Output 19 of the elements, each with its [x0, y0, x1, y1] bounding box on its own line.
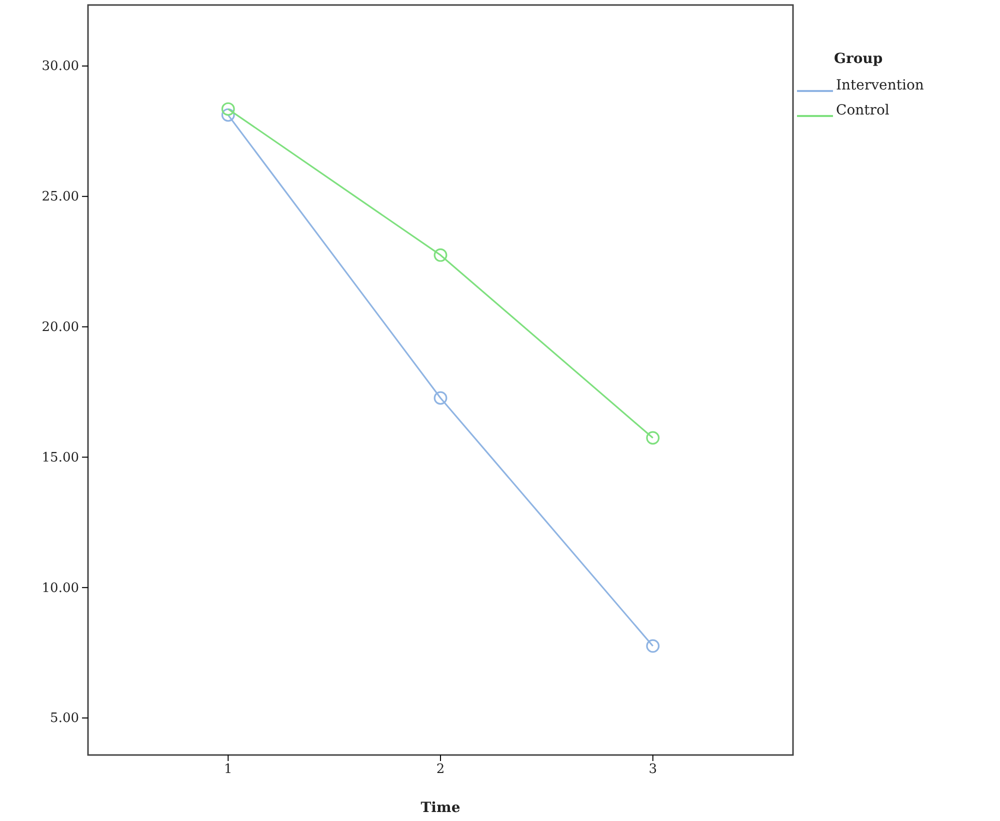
y-tick-label: 15.00 — [42, 450, 79, 466]
y-tick-label: 10.00 — [42, 580, 79, 596]
x-tick-label: 1 — [224, 762, 232, 778]
x-tick-label: 2 — [436, 762, 445, 778]
y-tick-label: 30.00 — [42, 59, 79, 74]
point — [434, 391, 448, 405]
legend-label: Intervention — [836, 78, 924, 94]
x-tick-label: 3 — [648, 762, 657, 778]
x-axis-title: Time — [420, 800, 460, 816]
point — [646, 639, 660, 653]
legend-title: Group — [834, 51, 883, 67]
point — [646, 431, 660, 445]
y-tick-label: 20.00 — [42, 320, 79, 335]
y-tick-label: 5.00 — [50, 711, 79, 726]
legend-label: Control — [836, 102, 890, 119]
y-tick-label: 25.00 — [42, 190, 79, 205]
point — [221, 108, 235, 122]
point — [434, 248, 448, 262]
point — [221, 102, 235, 116]
